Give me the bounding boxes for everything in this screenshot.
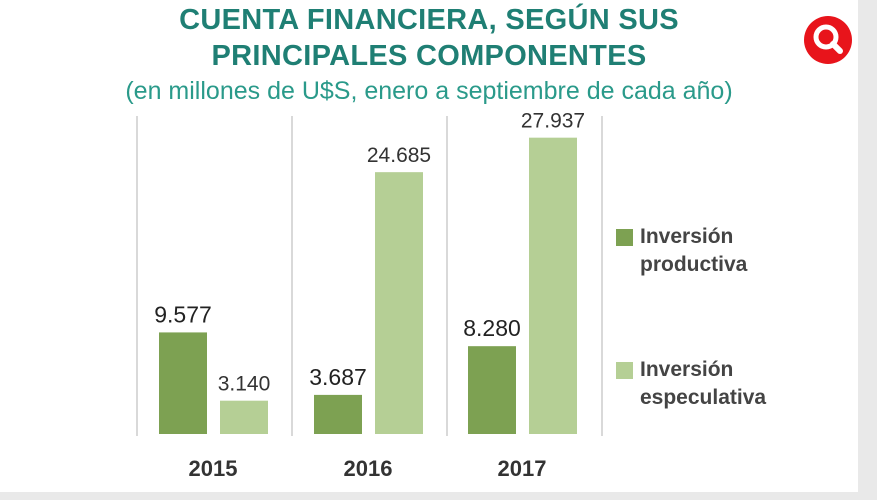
legend-label-line2: especulativa bbox=[640, 386, 767, 409]
data-label-especulativa-2015: 3.140 bbox=[218, 373, 271, 396]
data-label-especulativa-2017: 27.937 bbox=[521, 110, 585, 133]
data-label-productiva-2016: 3.687 bbox=[309, 364, 367, 390]
data-label-productiva-2015: 9.577 bbox=[154, 301, 212, 327]
legend-label-line2: productiva bbox=[640, 253, 748, 276]
legend-swatch-especulativa bbox=[616, 362, 633, 379]
legend-label-productiva: Inversión productiva bbox=[640, 223, 790, 279]
chart-card: CUENTA FINANCIERA, SEGÚN SUS PRINCIPALES… bbox=[0, 0, 858, 492]
bar-especulativa-2017 bbox=[529, 137, 577, 434]
chart-title-line2: PRINCIPALES COMPONENTES bbox=[211, 40, 647, 72]
chart-subtitle: (en millones de U$S, enero a septiembre … bbox=[125, 77, 733, 105]
legend-label-line1: Inversión bbox=[640, 225, 734, 248]
data-label-productiva-2017: 8.280 bbox=[463, 315, 521, 341]
bar-productiva-2015 bbox=[159, 332, 207, 434]
bar-especulativa-2015 bbox=[220, 400, 268, 434]
data-label-especulativa-2016: 24.685 bbox=[367, 144, 431, 167]
x-tick-label-2015: 2015 bbox=[189, 456, 238, 481]
bar-chart: 9.577 3.140 2015 3.687 24.685 2016 8.280 27.937… bbox=[136, 110, 603, 481]
search-icon bbox=[813, 24, 843, 54]
legend-label-especulativa: Inversión especulativa bbox=[640, 356, 790, 412]
search-button[interactable] bbox=[804, 16, 852, 64]
legend-swatch-productiva bbox=[616, 229, 633, 246]
bar-productiva-2017 bbox=[468, 346, 516, 434]
legend-label-line1: Inversión bbox=[640, 358, 734, 381]
x-tick-label-2017: 2017 bbox=[498, 456, 547, 481]
bar-especulativa-2016 bbox=[375, 172, 423, 435]
bar-productiva-2016 bbox=[314, 394, 362, 434]
chart-title-line1: CUENTA FINANCIERA, SEGÚN SUS bbox=[179, 4, 679, 36]
x-tick-label-2016: 2016 bbox=[344, 456, 393, 481]
